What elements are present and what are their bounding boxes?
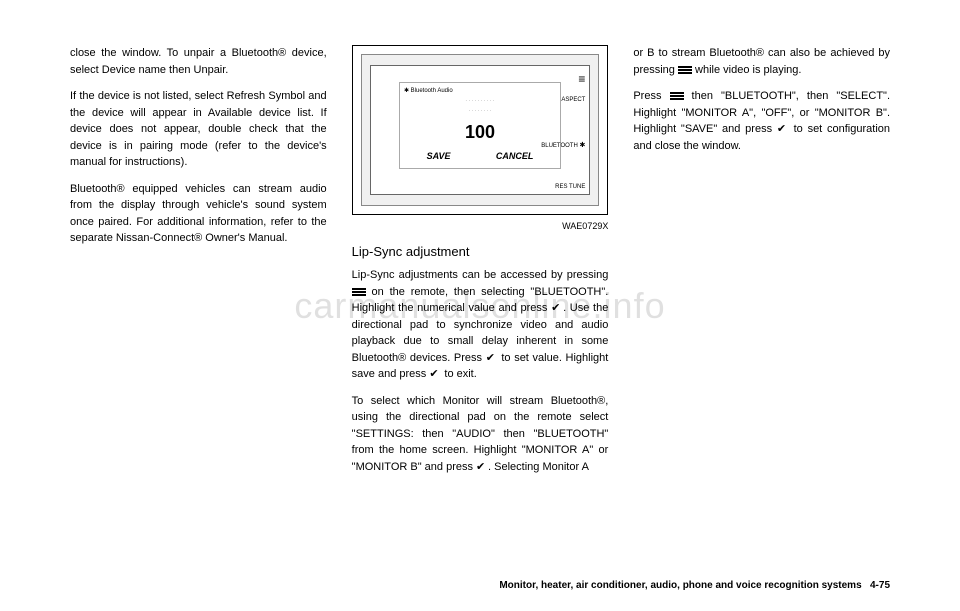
column-2: ≡ ASPECT BLUETOOTH ✱ RES TUNE ✱ Bluetoot… — [352, 45, 609, 530]
col3-para2: Press then "BLUETOOTH", then "SELECT". H… — [633, 88, 890, 154]
figure-label: WAE0729X — [352, 220, 609, 234]
bt-buttons: SAVE CANCEL — [404, 150, 556, 164]
bt-small-text-2: · · · · · · · · — [404, 108, 556, 116]
check-icon — [429, 369, 441, 379]
col2-p1e: to exit. — [441, 368, 476, 380]
bluetooth-label: BLUETOOTH ✱ — [541, 141, 585, 152]
lip-sync-heading: Lip-Sync adjustment — [352, 242, 609, 262]
bt-small-text-1: · · · · · · · · · · — [404, 98, 556, 106]
menu-icon: ≡ — [578, 70, 585, 88]
check-icon — [551, 303, 563, 313]
menu-icon-inline — [352, 288, 366, 296]
bt-audio-box: ✱ Bluetooth Audio · · · · · · · · · · · … — [399, 82, 561, 169]
check-icon — [777, 124, 789, 134]
col2-p2b: . Selecting Monitor A — [488, 461, 589, 473]
col3-p1b: while video is playing. — [692, 64, 801, 76]
column-1: close the window. To unpair a Bluetooth®… — [70, 45, 327, 530]
col1-para2: If the device is not listed, select Refr… — [70, 88, 327, 171]
col1-para3: Bluetooth® equipped vehicles can stream … — [70, 181, 327, 247]
menu-icon-inline — [678, 66, 692, 74]
save-button-label: SAVE — [427, 150, 451, 164]
bt-audio-header: ✱ Bluetooth Audio — [404, 87, 556, 96]
bt-number: 100 — [404, 119, 556, 146]
aspect-label: ASPECT — [561, 96, 585, 105]
check-icon — [486, 353, 498, 363]
screen-outer: ≡ ASPECT BLUETOOTH ✱ RES TUNE ✱ Bluetoot… — [361, 54, 600, 206]
check-icon — [476, 462, 488, 472]
screen-inner: ≡ ASPECT BLUETOOTH ✱ RES TUNE ✱ Bluetoot… — [370, 65, 591, 195]
column-3: or B to stream Bluetooth® can also be ac… — [633, 45, 890, 530]
tune-label: RES TUNE — [555, 183, 585, 192]
col1-para1: close the window. To unpair a Bluetooth®… — [70, 45, 327, 78]
footer-section: Monitor, heater, air conditioner, audio,… — [499, 580, 861, 591]
col2-para1: Lip-Sync adjustments can be accessed by … — [352, 267, 609, 383]
cancel-button-label: CANCEL — [496, 150, 534, 164]
col3-para1: or B to stream Bluetooth® can also be ac… — [633, 45, 890, 78]
col3-p2a: Press — [633, 90, 669, 102]
figure-box: ≡ ASPECT BLUETOOTH ✱ RES TUNE ✱ Bluetoot… — [352, 45, 609, 215]
col2-para2: To select which Monitor will stream Blue… — [352, 393, 609, 476]
page-content: close the window. To unpair a Bluetooth®… — [0, 0, 960, 560]
menu-icon-inline — [670, 92, 684, 100]
footer-page: 4-75 — [870, 580, 890, 591]
page-footer: Monitor, heater, air conditioner, audio,… — [499, 580, 890, 591]
col2-p1a: Lip-Sync adjustments can be accessed by … — [352, 269, 609, 281]
